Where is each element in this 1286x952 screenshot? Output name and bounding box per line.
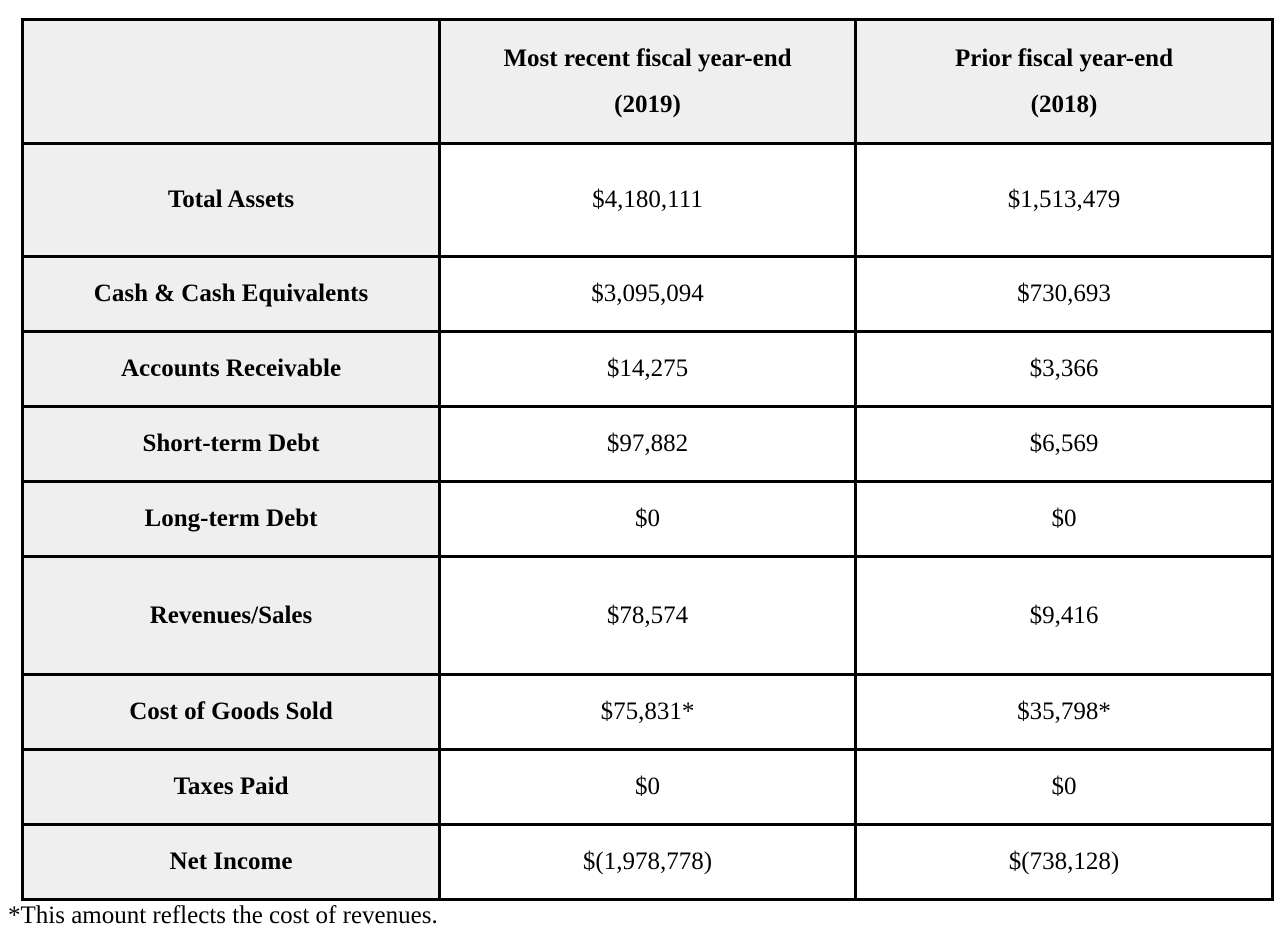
financial-summary-table: Most recent fiscal year-end (2019) Prior… [21,18,1274,901]
table-row-taxes-paid: Taxes Paid $0 $0 [21,748,1274,826]
row-label: Taxes Paid [21,748,441,826]
table-row-revenues-sales: Revenues/Sales $78,574 $9,416 [21,555,1274,676]
header-prior-year: (2018) [1030,90,1098,118]
cell-most-recent: $14,275 [438,330,857,408]
cell-most-recent: $97,882 [438,405,857,483]
footnote: *This amount reflects the cost of revenu… [8,902,438,929]
table-row-total-assets: Total Assets $4,180,111 $1,513,479 [21,142,1274,258]
cell-prior: $9,416 [854,555,1274,676]
cell-most-recent: $0 [438,748,857,826]
row-label: Short-term Debt [21,405,441,483]
header-prior-title: Prior fiscal year-end [955,44,1173,72]
table-row-cash-equivalents: Cash & Cash Equivalents $3,095,094 $730,… [21,255,1274,333]
cell-prior: $35,798* [854,673,1274,751]
row-label: Net Income [21,823,441,901]
row-label: Accounts Receivable [21,330,441,408]
cell-prior: $(738,128) [854,823,1274,901]
row-label: Long-term Debt [21,480,441,558]
row-label: Cash & Cash Equivalents [21,255,441,333]
row-label: Cost of Goods Sold [21,673,441,751]
row-label: Total Assets [21,142,441,258]
header-most-recent-year: (2019) [614,90,681,118]
table-row-long-term-debt: Long-term Debt $0 $0 [21,480,1274,558]
table-row-accounts-receivable: Accounts Receivable $14,275 $3,366 [21,330,1274,408]
cell-prior: $0 [854,748,1274,826]
table-row-cost-of-goods-sold: Cost of Goods Sold $75,831* $35,798* [21,673,1274,751]
cell-prior: $0 [854,480,1274,558]
header-most-recent-fiscal-year: Most recent fiscal year-end (2019) [438,18,857,145]
cell-prior: $730,693 [854,255,1274,333]
header-prior-fiscal-year: Prior fiscal year-end (2018) [854,18,1274,145]
header-corner-cell [21,18,441,145]
cell-most-recent: $78,574 [438,555,857,676]
cell-most-recent: $3,095,094 [438,255,857,333]
cell-prior: $6,569 [854,405,1274,483]
cell-prior: $1,513,479 [854,142,1274,258]
table-header-row: Most recent fiscal year-end (2019) Prior… [21,18,1274,145]
cell-most-recent: $0 [438,480,857,558]
header-most-recent-title: Most recent fiscal year-end [503,44,792,72]
cell-prior: $3,366 [854,330,1274,408]
cell-most-recent: $75,831* [438,673,857,751]
cell-most-recent: $4,180,111 [438,142,857,258]
cell-most-recent: $(1,978,778) [438,823,857,901]
row-label: Revenues/Sales [21,555,441,676]
table-row-net-income: Net Income $(1,978,778) $(738,128) [21,823,1274,901]
table-row-short-term-debt: Short-term Debt $97,882 $6,569 [21,405,1274,483]
